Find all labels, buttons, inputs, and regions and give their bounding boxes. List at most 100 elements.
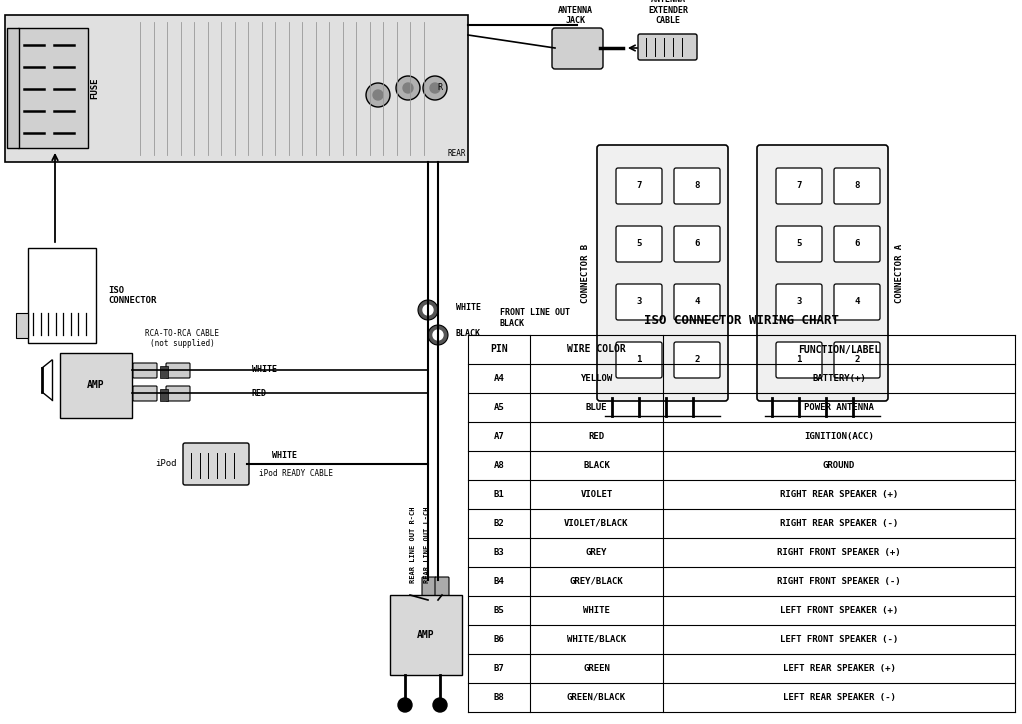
- Text: BLUE: BLUE: [586, 403, 607, 412]
- FancyBboxPatch shape: [552, 28, 603, 69]
- Bar: [160, 389, 168, 401]
- Text: FRONT LINE OUT
BLACK: FRONT LINE OUT BLACK: [500, 308, 570, 328]
- Text: YELLOW: YELLOW: [580, 374, 612, 383]
- FancyBboxPatch shape: [133, 363, 157, 378]
- Text: RIGHT REAR SPEAKER (+): RIGHT REAR SPEAKER (+): [780, 490, 898, 499]
- Text: 6: 6: [694, 240, 700, 248]
- Text: ISO
CONNECTOR: ISO CONNECTOR: [108, 286, 156, 306]
- FancyBboxPatch shape: [673, 168, 721, 204]
- FancyBboxPatch shape: [673, 284, 721, 320]
- Text: CONNECTOR B: CONNECTOR B: [582, 243, 591, 303]
- Circle shape: [428, 325, 448, 345]
- Text: 5: 5: [796, 240, 801, 248]
- Text: iPod: iPod: [155, 460, 177, 468]
- Text: AMP: AMP: [87, 381, 105, 390]
- Circle shape: [423, 305, 433, 315]
- Text: 7: 7: [796, 182, 801, 190]
- Text: 8: 8: [694, 182, 700, 190]
- Circle shape: [398, 698, 412, 712]
- Text: REAR LINE OUT L-CH: REAR LINE OUT L-CH: [424, 507, 430, 584]
- Text: ANTENNA
JACK: ANTENNA JACK: [557, 6, 593, 25]
- Text: 7: 7: [637, 182, 642, 190]
- Text: VIOLET/BLACK: VIOLET/BLACK: [564, 519, 629, 528]
- Text: VIOLET: VIOLET: [580, 490, 612, 499]
- Circle shape: [423, 76, 447, 100]
- Text: B3: B3: [494, 548, 505, 557]
- Circle shape: [430, 83, 440, 93]
- Text: 3: 3: [637, 298, 642, 306]
- Text: 8: 8: [854, 182, 860, 190]
- Text: B2: B2: [494, 519, 505, 528]
- Text: RED: RED: [589, 432, 605, 441]
- Text: RCA-TO-RCA CABLE
(not supplied): RCA-TO-RCA CABLE (not supplied): [145, 329, 219, 348]
- Text: ISO CONNECTOR WIRING CHART: ISO CONNECTOR WIRING CHART: [644, 314, 839, 327]
- Text: REAR LINE OUT R-CH: REAR LINE OUT R-CH: [410, 507, 416, 584]
- Text: AMP: AMP: [417, 630, 434, 640]
- Bar: [28, 248, 96, 343]
- Text: WHITE: WHITE: [272, 452, 297, 460]
- Circle shape: [366, 83, 390, 107]
- Text: RED: RED: [252, 389, 267, 397]
- FancyBboxPatch shape: [422, 577, 436, 601]
- Text: iPod READY CABLE: iPod READY CABLE: [259, 469, 333, 479]
- Text: A4: A4: [494, 374, 505, 383]
- FancyBboxPatch shape: [166, 363, 190, 378]
- Text: RIGHT REAR SPEAKER (-): RIGHT REAR SPEAKER (-): [780, 519, 898, 528]
- Text: A7: A7: [494, 432, 505, 441]
- FancyBboxPatch shape: [616, 342, 662, 378]
- FancyBboxPatch shape: [616, 168, 662, 204]
- Circle shape: [396, 76, 420, 100]
- FancyBboxPatch shape: [776, 342, 822, 378]
- FancyBboxPatch shape: [834, 284, 880, 320]
- Text: WHITE: WHITE: [456, 303, 481, 313]
- FancyBboxPatch shape: [435, 577, 449, 601]
- FancyBboxPatch shape: [673, 342, 721, 378]
- Text: B1: B1: [494, 490, 505, 499]
- Text: LEFT FRONT SPEAKER (-): LEFT FRONT SPEAKER (-): [780, 635, 898, 644]
- FancyBboxPatch shape: [166, 386, 190, 401]
- Bar: [160, 366, 168, 378]
- FancyBboxPatch shape: [834, 342, 880, 378]
- Text: BLACK: BLACK: [456, 329, 481, 337]
- Text: WHITE: WHITE: [252, 366, 277, 374]
- FancyBboxPatch shape: [834, 168, 880, 204]
- Text: IGNITION(ACC): IGNITION(ACC): [804, 432, 874, 441]
- Circle shape: [418, 300, 438, 320]
- Text: PIN: PIN: [491, 345, 508, 355]
- Text: WHITE/BLACK: WHITE/BLACK: [567, 635, 626, 644]
- Text: RIGHT FRONT SPEAKER (-): RIGHT FRONT SPEAKER (-): [777, 577, 900, 586]
- FancyBboxPatch shape: [616, 284, 662, 320]
- Text: 4: 4: [854, 298, 860, 306]
- Text: GREY/BLACK: GREY/BLACK: [569, 577, 623, 586]
- Text: B6: B6: [494, 635, 505, 644]
- FancyBboxPatch shape: [638, 34, 697, 60]
- Text: LEFT FRONT SPEAKER (+): LEFT FRONT SPEAKER (+): [780, 606, 898, 615]
- Text: 6: 6: [854, 240, 860, 248]
- Text: A5: A5: [494, 403, 505, 412]
- Text: WIRE COLOR: WIRE COLOR: [567, 345, 625, 355]
- Bar: [390, 595, 462, 675]
- Text: B5: B5: [494, 606, 505, 615]
- FancyBboxPatch shape: [776, 226, 822, 262]
- Bar: [7, 28, 19, 148]
- Text: GREEN/BLACK: GREEN/BLACK: [567, 693, 626, 702]
- Text: POWER ANTENNA: POWER ANTENNA: [804, 403, 874, 412]
- Bar: [5, 15, 468, 162]
- Text: LEFT REAR SPEAKER (-): LEFT REAR SPEAKER (-): [783, 693, 895, 702]
- Text: B4: B4: [494, 577, 505, 586]
- Text: BLACK: BLACK: [584, 461, 610, 470]
- Text: GROUND: GROUND: [823, 461, 855, 470]
- Circle shape: [433, 698, 447, 712]
- Bar: [16, 313, 28, 338]
- Text: LEFT REAR SPEAKER (+): LEFT REAR SPEAKER (+): [783, 664, 895, 673]
- Text: 2: 2: [854, 355, 860, 364]
- Bar: [60, 353, 132, 418]
- Bar: [18, 28, 88, 148]
- FancyBboxPatch shape: [776, 284, 822, 320]
- Text: GREY: GREY: [586, 548, 607, 557]
- Text: RIGHT FRONT SPEAKER (+): RIGHT FRONT SPEAKER (+): [777, 548, 900, 557]
- Text: 1: 1: [637, 355, 642, 364]
- Text: FUNCTION/LABEL: FUNCTION/LABEL: [798, 345, 880, 355]
- Text: 1: 1: [796, 355, 801, 364]
- FancyBboxPatch shape: [776, 168, 822, 204]
